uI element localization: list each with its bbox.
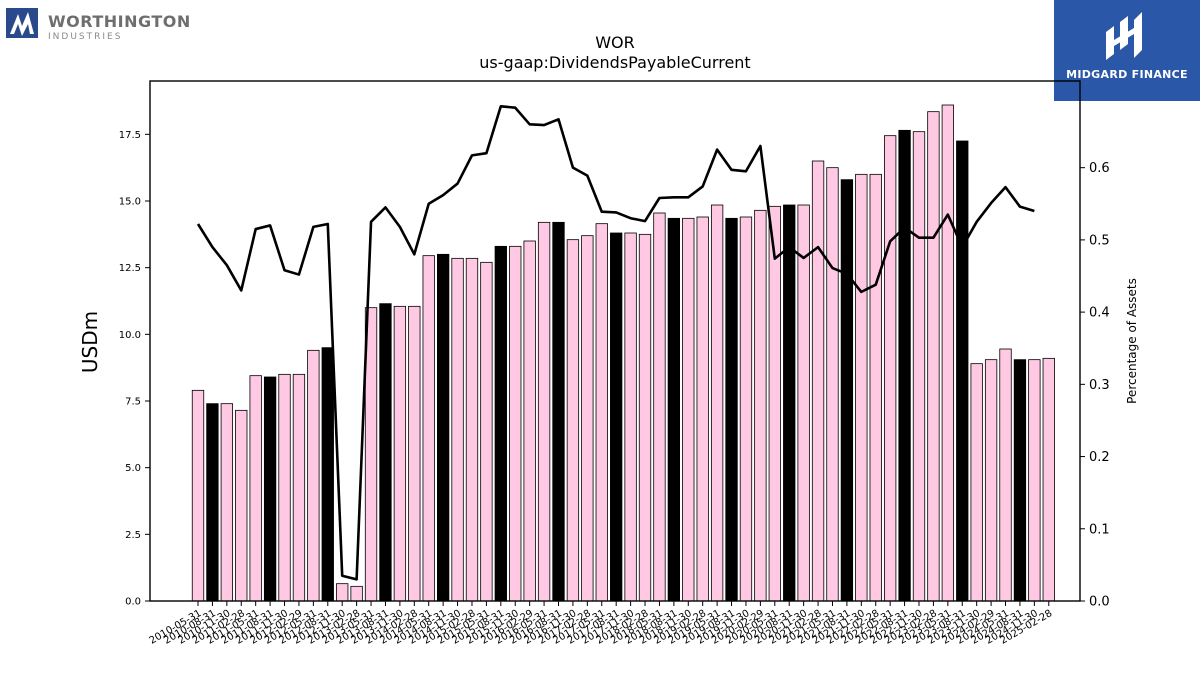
bar (754, 209, 767, 602)
y2-tick-label: 0.0 (1089, 595, 1110, 610)
bar (336, 583, 349, 602)
bar (984, 359, 998, 602)
bar (263, 376, 277, 602)
bar (840, 179, 854, 602)
y2-tick-label: 0.1 (1089, 522, 1110, 537)
bar (638, 233, 652, 602)
series-line-percentage-of-assets (196, 104, 1035, 581)
bar (465, 257, 479, 602)
bar (725, 217, 738, 602)
bar (624, 232, 637, 602)
chart-subtitle: us-gaap:DividendsPayableCurrent (479, 53, 750, 72)
bar (480, 261, 493, 602)
bar (884, 135, 897, 602)
bar (206, 403, 219, 602)
bar (912, 131, 926, 602)
bar (552, 221, 565, 602)
bar (927, 111, 940, 602)
y2-tick-label: 0.2 (1089, 450, 1110, 465)
bar (509, 245, 522, 602)
midgard-finance-logo-name: MIDGARD FINANCE (1066, 68, 1188, 81)
worthington-logo-name: WORTHINGTON (48, 12, 191, 31)
bar (667, 217, 681, 602)
bar (350, 585, 363, 602)
y2-axis-label: Percentage of Assets (1125, 278, 1139, 404)
bar (610, 232, 623, 602)
bar (783, 204, 796, 602)
y2-tick-label: 0.4 (1089, 306, 1110, 321)
bar (494, 245, 507, 602)
y-tick-label: 7.5 (125, 397, 141, 408)
bar (436, 253, 450, 602)
bar (710, 204, 724, 602)
bar (653, 212, 666, 602)
bar (1028, 359, 1041, 602)
bar (235, 409, 248, 602)
bar (523, 240, 536, 602)
bar (581, 235, 594, 602)
bar (956, 140, 969, 602)
line-layer (196, 104, 1035, 581)
bar (249, 375, 262, 602)
bar (220, 403, 233, 602)
bar (537, 221, 551, 602)
bar (855, 173, 868, 602)
y2-tick-label: 0.3 (1089, 378, 1110, 393)
y-tick-label: 10.0 (119, 330, 141, 341)
bar (191, 389, 205, 602)
bar (739, 216, 753, 602)
bar (307, 349, 320, 602)
worthington-logo: WORTHINGTON INDUSTRIES (6, 6, 196, 46)
bar (379, 303, 392, 602)
y-tick-label: 15.0 (119, 197, 141, 208)
midgard-finance-logo: MIDGARD FINANCE (1054, 0, 1200, 101)
bar (595, 223, 608, 602)
bar (696, 216, 709, 602)
bar (292, 373, 306, 602)
bar (321, 347, 334, 602)
y2-tick-label: 0.5 (1089, 233, 1110, 248)
y-axis-left: 0.0 2.5 5.0 7.5 10.0 12.5 15.0 17.5 (119, 130, 150, 608)
worthington-logo-icon (6, 8, 38, 38)
y-axis-right: 0.0 0.1 0.2 0.3 0.4 0.5 0.6 (1080, 161, 1110, 610)
bar (1042, 357, 1055, 602)
y-tick-label: 0.0 (125, 597, 141, 608)
bar (999, 348, 1012, 602)
bar (941, 104, 954, 602)
x-axis: 2010-05-312010-08-312010-11-302011-02-28… (148, 601, 1054, 647)
y-tick-label: 2.5 (125, 530, 141, 541)
midgard-finance-logo-icon (1106, 12, 1142, 60)
bar (566, 239, 580, 602)
worthington-logo-sub: INDUSTRIES (48, 32, 123, 42)
bar (682, 217, 695, 602)
bar-group (191, 104, 1055, 602)
bar (393, 305, 407, 602)
plot-frame (149, 80, 1081, 602)
y-tick-label: 17.5 (119, 130, 141, 141)
bar (869, 173, 882, 602)
bar (278, 373, 291, 602)
bar (1013, 359, 1027, 602)
y-tick-label: 12.5 (119, 263, 141, 274)
y-axis-label: USDm (78, 311, 102, 373)
bar (797, 204, 810, 602)
bar (811, 160, 825, 602)
bar (898, 129, 911, 602)
y-tick-label: 5.0 (125, 463, 141, 474)
bar (826, 167, 839, 602)
y2-tick-label: 0.6 (1089, 161, 1110, 176)
bar (408, 305, 421, 602)
bar (451, 257, 464, 602)
bar (970, 363, 983, 602)
bar (422, 255, 435, 602)
bar (768, 205, 781, 602)
chart-title: WOR (595, 33, 635, 52)
